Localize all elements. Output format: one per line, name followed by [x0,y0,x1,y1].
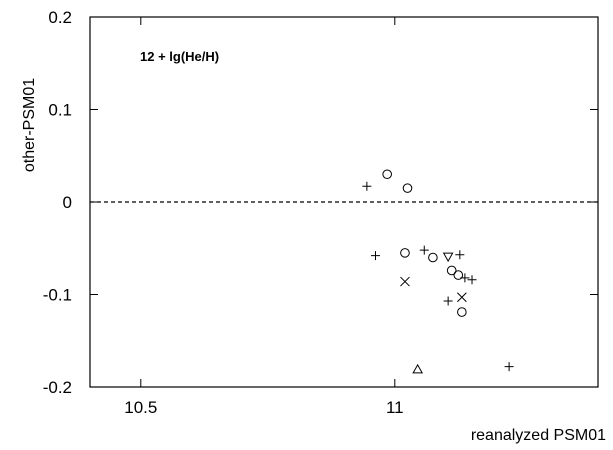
y-tick-label: 0 [63,193,72,212]
plus-point [460,273,470,283]
y-axis-label: other-PSM01 [21,78,38,172]
y-tick-label: 0.2 [48,8,72,27]
data-points [362,169,514,374]
circle-point [457,307,467,317]
x-tick-label: 11 [386,398,404,417]
plus-point [467,275,477,285]
cross-point [457,292,467,303]
x-tick-label: 10.5 [124,398,157,417]
y-tick-label: 0.1 [48,101,72,120]
y-tick-label: -0.2 [43,378,72,397]
plus-point [362,181,372,191]
plus-point [504,362,514,372]
circle-point [446,265,457,276]
circle-point [400,248,410,258]
axes: -0.2 -0.1 0 0.1 0.2 10.5 11 [43,8,599,417]
plus-point [455,250,465,260]
circle-point [428,252,438,263]
circle-point [382,169,392,180]
plus-point [419,245,429,255]
triangle-up-point [412,363,424,374]
plus-point [443,296,453,306]
plus-point [370,251,380,261]
circle-point [402,183,413,193]
triangle-down-point [442,252,454,263]
x-axis-label: reanalyzed PSM01 [471,427,606,444]
plot-annotation: 12 + lg(He/H) [140,49,219,64]
circle-point [453,270,464,280]
cross-point [400,276,410,287]
y-tick-label: -0.1 [43,286,72,305]
